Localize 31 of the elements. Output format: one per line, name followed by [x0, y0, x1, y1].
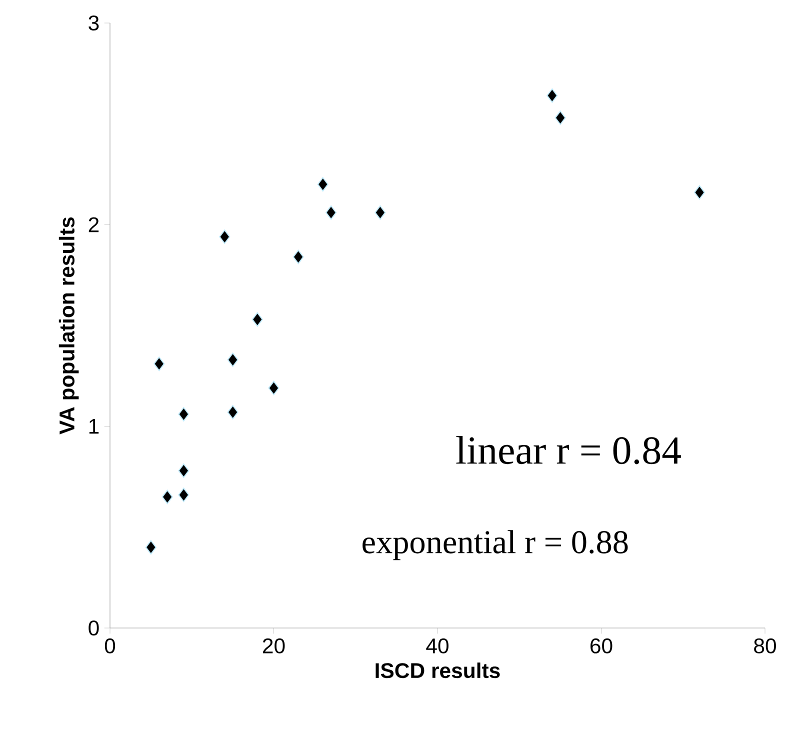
- y-tick-label: 1: [89, 419, 99, 434]
- point: [162, 490, 173, 504]
- point: [178, 464, 190, 478]
- point: [178, 407, 190, 422]
- y-tick-label: 2: [88, 217, 99, 232]
- point: [227, 405, 238, 420]
- y-tick-label: 3: [88, 15, 99, 31]
- point: [554, 110, 566, 125]
- x-tick-label: 20: [262, 638, 285, 654]
- y-axis-title: VA population results: [58, 217, 79, 434]
- point: [374, 205, 386, 220]
- point: [178, 488, 190, 502]
- point: [694, 185, 706, 200]
- x-tick-label: 0: [104, 638, 116, 654]
- x-axis-title: ISCD results: [376, 662, 500, 678]
- annotation: exponential r = 0.88: [362, 530, 628, 560]
- point: [292, 250, 304, 264]
- point: [154, 356, 165, 371]
- point: [252, 312, 263, 327]
- x-tick-label: 80: [754, 638, 776, 654]
- point: [317, 177, 328, 192]
- y-tick-label: 0: [88, 620, 99, 636]
- x-tick-label: 40: [426, 638, 448, 654]
- point: [546, 88, 558, 103]
- point: [268, 380, 280, 396]
- point: [219, 230, 230, 244]
- point: [227, 352, 238, 367]
- point: [145, 540, 156, 555]
- annotation: linear r = 0.84: [456, 436, 681, 464]
- point: [326, 205, 337, 220]
- x-tick-label: 60: [590, 638, 612, 654]
